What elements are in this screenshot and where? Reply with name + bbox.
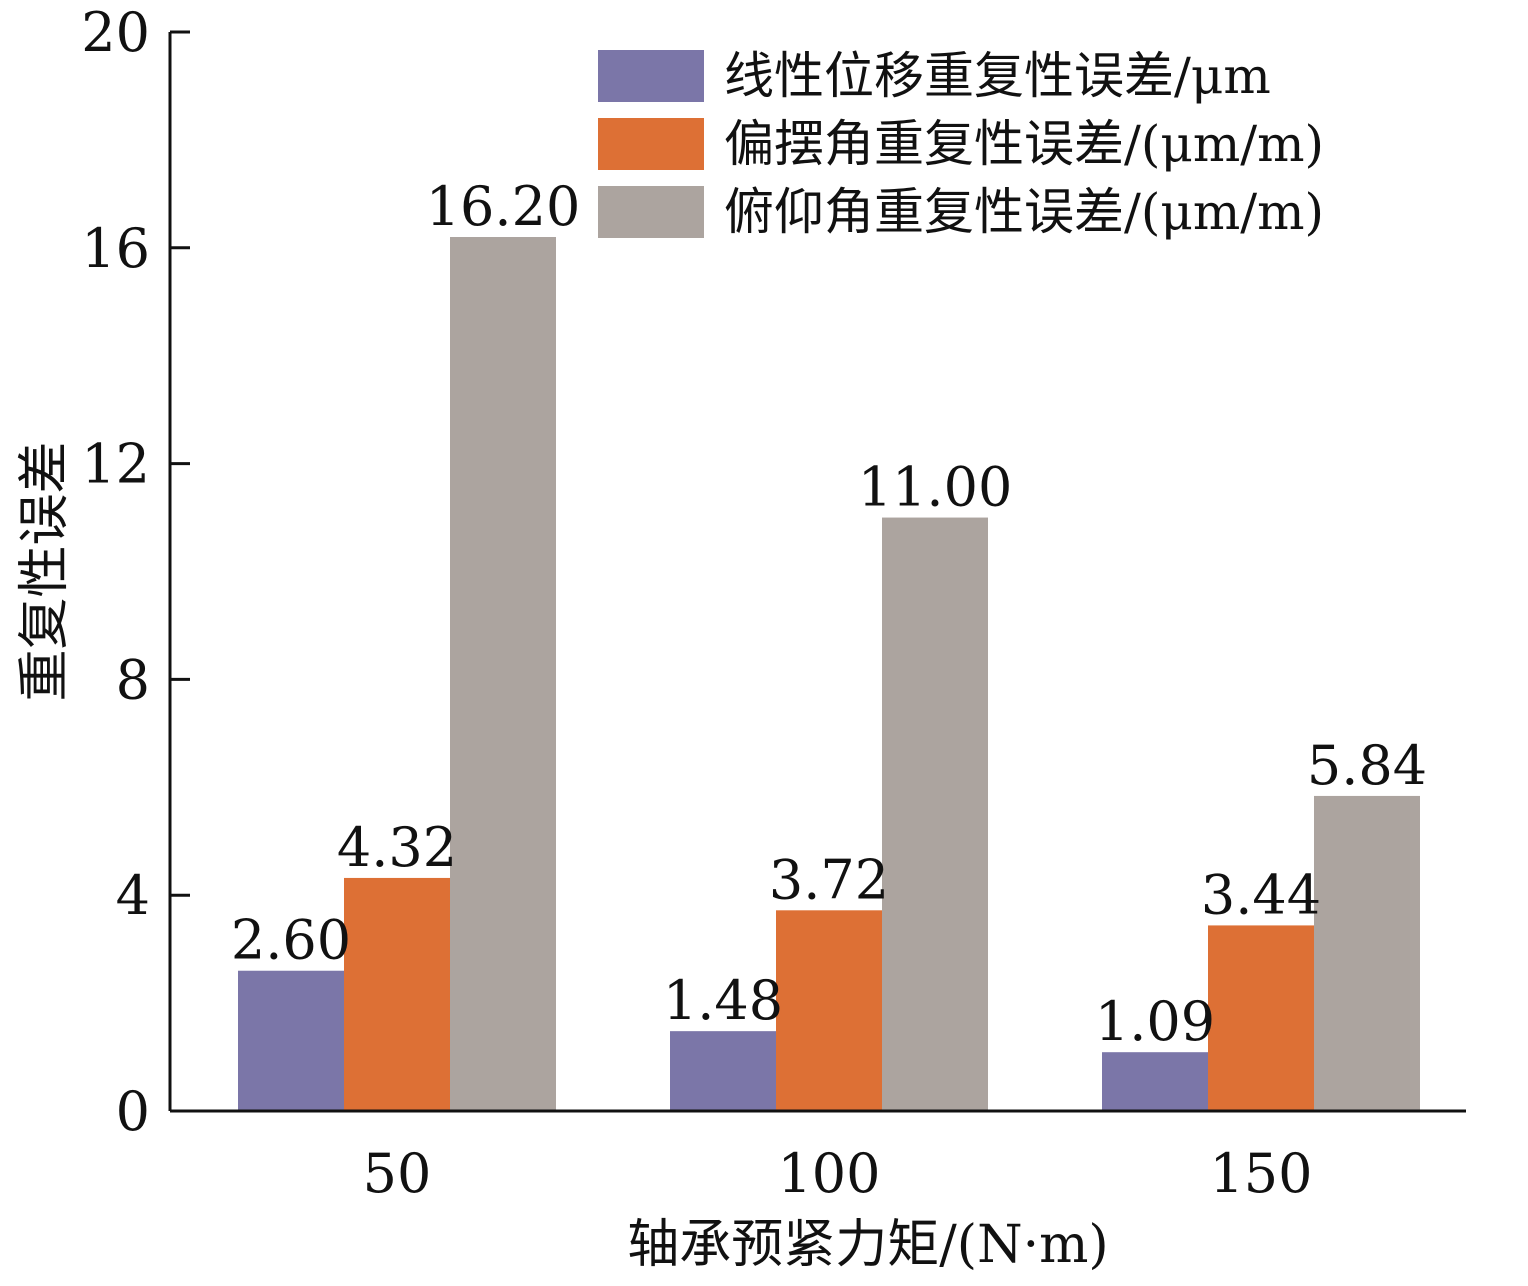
data-label: 11.00 [858, 456, 1013, 519]
data-label: 3.72 [769, 848, 889, 911]
y-tick-label: 20 [81, 1, 150, 64]
data-label: 2.60 [231, 909, 351, 972]
y-tick-label: 0 [116, 1080, 150, 1143]
data-label: 1.48 [663, 969, 783, 1032]
axes-group [168, 32, 1466, 1113]
bar [1102, 1052, 1208, 1111]
legend-swatch [598, 50, 704, 102]
x-axis-title: 轴承预紧力矩/(N·m) [627, 1215, 1108, 1275]
bar [1314, 795, 1420, 1111]
y-tick-label: 8 [116, 648, 150, 711]
legend: 线性位移重复性误差/μm 偏摆角重复性误差/(μm/m) 俯仰角重复性误差/(μm/… [598, 47, 1324, 241]
bar [238, 970, 344, 1111]
bar [776, 910, 882, 1111]
y-tick-label: 16 [81, 217, 150, 280]
x-tick-label: 50 [363, 1142, 432, 1205]
bar [450, 237, 556, 1111]
y-axis-title: 重复性误差 [15, 441, 75, 701]
data-label: 5.84 [1307, 734, 1427, 797]
data-label: 1.09 [1095, 990, 1215, 1053]
legend-label: 偏摆角重复性误差/(μm/m) [724, 115, 1324, 173]
legend-swatch [598, 186, 704, 238]
legend-swatch [598, 118, 704, 170]
bar [882, 517, 988, 1111]
data-labels-group: 2.60 4.32 16.20 1.48 3.72 11.00 1.09 3.44 5.84 [231, 175, 1427, 1053]
legend-label: 线性位移重复性误差/μm [724, 47, 1271, 105]
data-label: 16.20 [426, 175, 581, 238]
bar [1208, 925, 1314, 1111]
bar [344, 877, 450, 1111]
y-ticks-group: 0 4 8 12 16 20 [81, 1, 190, 1143]
bars-group [238, 237, 1420, 1111]
x-ticks-group: 50 100 150 [363, 1142, 1313, 1205]
legend-label: 俯仰角重复性误差/(μm/m) [724, 183, 1324, 241]
bar [670, 1031, 776, 1111]
data-label: 4.32 [337, 816, 457, 879]
y-tick-label: 12 [81, 433, 150, 496]
y-tick-label: 4 [116, 864, 150, 927]
x-tick-label: 150 [1209, 1142, 1312, 1205]
data-label: 3.44 [1201, 863, 1321, 926]
x-tick-label: 100 [777, 1142, 880, 1205]
